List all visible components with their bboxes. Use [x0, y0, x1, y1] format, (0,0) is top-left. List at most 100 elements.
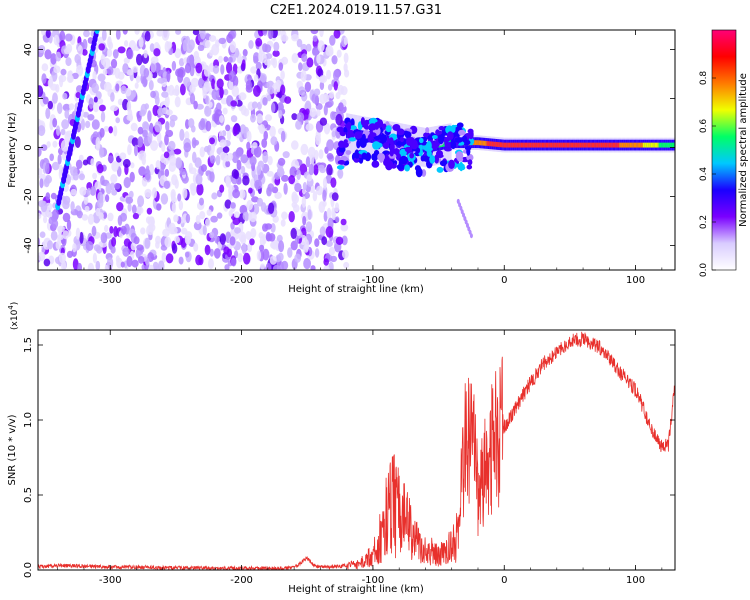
ridge-blob — [349, 125, 357, 130]
noise-blob — [126, 48, 134, 60]
ridge-core — [570, 142, 573, 148]
noise-blob — [53, 34, 60, 46]
noise-blob — [98, 212, 104, 220]
noise-blob — [62, 103, 71, 112]
noise-blob — [133, 236, 140, 245]
ridge-blob — [371, 153, 379, 162]
noise-blob — [170, 191, 176, 204]
ridge-core — [480, 140, 482, 146]
noise-blob — [47, 100, 53, 110]
noise-blob — [329, 91, 335, 99]
ridge-core — [611, 142, 614, 148]
ridge-core — [586, 142, 589, 148]
noise-blob — [39, 178, 44, 189]
ridge-blob — [435, 129, 440, 136]
noise-blob — [193, 221, 202, 231]
noise-blob — [214, 235, 220, 244]
noise-blob — [319, 117, 328, 126]
noise-blob — [136, 244, 144, 251]
noise-blob — [238, 92, 247, 101]
ridge-blob — [420, 155, 426, 162]
noise-blob — [127, 203, 132, 212]
noise-blob — [266, 170, 274, 177]
noise-blob — [57, 225, 65, 233]
noise-blob — [97, 73, 106, 82]
noise-blob — [173, 148, 182, 155]
colorbar-frame — [711, 29, 737, 271]
noise-blob — [156, 30, 164, 37]
ridge-core — [569, 142, 572, 148]
noise-blob — [90, 158, 95, 167]
noise-blob — [223, 88, 229, 96]
noise-blob — [171, 243, 178, 254]
noise-blob — [50, 192, 57, 200]
noise-blob — [116, 202, 124, 212]
ridge-core — [654, 142, 657, 148]
noise-blob — [85, 120, 91, 129]
noise-blob — [290, 227, 297, 240]
noise-blob — [47, 240, 53, 250]
noise-blob — [57, 154, 62, 165]
y-tick-label: 20 — [23, 92, 34, 105]
noise-blob — [136, 53, 143, 66]
noise-blob — [195, 62, 203, 74]
ridge-core — [587, 142, 590, 148]
noise-blob — [93, 102, 99, 113]
noise-blob — [110, 105, 118, 112]
ridge-blob — [336, 165, 345, 170]
noise-blob — [224, 155, 230, 162]
noise-blob — [211, 88, 220, 100]
noise-blob — [60, 68, 67, 76]
colorbar-tick-label: 0.2 — [699, 215, 709, 229]
ridge-core — [581, 142, 583, 148]
noise-blob — [262, 151, 269, 164]
ridge-core — [420, 144, 423, 150]
x-tick-label: -200 — [230, 275, 253, 286]
x-tick-label: 100 — [626, 575, 645, 586]
noise-blob — [110, 58, 118, 69]
noise-blob — [82, 111, 90, 118]
noise-blob — [243, 252, 251, 265]
noise-blob — [272, 264, 281, 270]
noise-blob — [256, 250, 262, 261]
noise-blob — [232, 217, 241, 226]
noise-blob — [188, 167, 197, 175]
noise-blob — [238, 231, 246, 243]
y-tick-label: -20 — [23, 188, 34, 204]
ridge-blob — [458, 129, 466, 136]
noise-blob — [130, 162, 135, 169]
ridge-blob — [350, 118, 355, 128]
noise-blob — [51, 161, 60, 171]
noise-blob — [253, 74, 259, 82]
noise-blob — [91, 225, 97, 237]
ridge-core — [629, 142, 632, 148]
noise-blob — [195, 214, 201, 225]
ridge-core — [659, 142, 662, 148]
ridge-core — [553, 142, 556, 148]
ridge-blob — [454, 137, 463, 143]
ridge-core — [556, 142, 558, 148]
noise-blob — [49, 153, 54, 162]
noise-blob — [319, 226, 326, 237]
ridge-blob — [341, 141, 349, 148]
noise-blob — [164, 134, 169, 146]
ridge-blob — [399, 155, 409, 165]
noise-blob — [112, 49, 119, 59]
noise-blob — [38, 125, 46, 137]
noise-blob — [177, 193, 182, 202]
noise-blob — [128, 190, 134, 199]
noise-blob — [276, 83, 281, 93]
noise-blob — [45, 107, 50, 119]
ridge-blob — [412, 139, 418, 150]
noise-blob — [174, 235, 181, 244]
noise-blob — [265, 262, 272, 270]
ridge-core — [636, 142, 639, 148]
noise-blob — [277, 252, 284, 262]
ridge-core — [545, 142, 548, 148]
noise-blob — [183, 76, 191, 87]
x-tick-label: 0 — [501, 275, 507, 286]
noise-blob — [110, 92, 115, 102]
ridge-core — [422, 144, 425, 150]
noise-blob — [47, 78, 54, 88]
noise-blob — [249, 238, 255, 246]
